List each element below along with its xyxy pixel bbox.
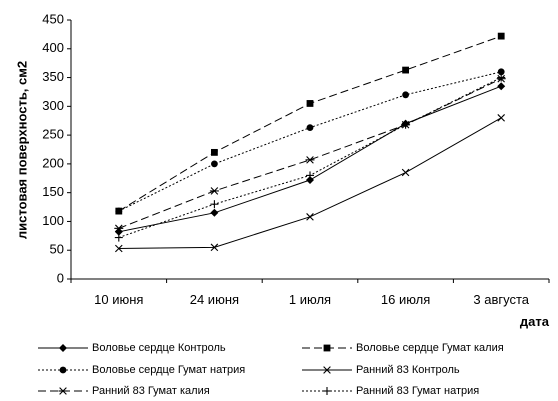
data-point <box>211 160 218 168</box>
marker-circle <box>497 68 505 76</box>
legend: Воловье сердце Контроль Воловье сердце Гу… <box>38 342 504 397</box>
series-3 <box>115 68 505 215</box>
y-tick-label: 450 <box>42 11 64 26</box>
x-tick-label: 24 июня <box>190 292 239 307</box>
legend-marker <box>323 387 331 395</box>
marker-circle <box>402 91 409 99</box>
marker-square <box>323 344 331 352</box>
data-point <box>305 156 315 164</box>
data-point <box>210 200 219 209</box>
data-point <box>497 114 505 122</box>
y-tick-label: 150 <box>42 184 64 199</box>
marker-x-stroke <box>401 168 410 177</box>
y-axis-label: листовая поверхность, см2 <box>14 61 29 239</box>
marker-x-stroke <box>497 114 505 122</box>
marker-circle <box>211 160 218 168</box>
data-point <box>497 32 505 40</box>
x-tick-label: 3 августа <box>473 292 529 307</box>
marker-x-stroke <box>323 366 331 374</box>
legend-item-2: Воловье сердце Гумат калия <box>302 342 504 354</box>
marker-x-stroke <box>115 244 123 253</box>
marker-circle <box>115 207 123 215</box>
marker-circle <box>59 366 67 374</box>
legend-marker <box>58 387 68 395</box>
legend-marker <box>59 366 67 374</box>
legend-marker <box>323 366 331 374</box>
legend-marker <box>323 344 331 352</box>
data-point <box>402 66 409 74</box>
data-point <box>497 73 506 82</box>
y-tick-label: 350 <box>42 69 64 84</box>
series-6 <box>114 73 506 242</box>
data-point <box>306 124 314 132</box>
y-tick-label: 250 <box>42 127 64 142</box>
marker-x-stroke <box>306 213 314 221</box>
data-point <box>306 176 314 185</box>
y-tick-label: 200 <box>42 155 64 170</box>
data-point <box>306 171 314 180</box>
legend-label: Ранний 83 Контроль <box>356 364 460 376</box>
data-point <box>114 224 124 233</box>
y-tick-label: 300 <box>42 98 64 113</box>
x-tick-label: 1 июля <box>289 292 331 307</box>
x-tick-label: 10 июня <box>94 292 143 307</box>
marker-diamond <box>210 208 219 217</box>
data-point <box>210 243 219 252</box>
y-tick-label: 50 <box>50 242 64 257</box>
marker-square <box>497 32 505 40</box>
marker-x-stroke <box>210 243 219 252</box>
marker-square <box>306 100 314 107</box>
data-point <box>306 100 314 107</box>
x-axis-label: дата <box>520 314 550 329</box>
legend-item-6: Ранний 83 Гумат натрия <box>302 385 479 397</box>
legend-label: Ранний 83 Гумат калия <box>92 385 210 397</box>
data-point <box>209 187 219 195</box>
marker-square <box>211 148 218 156</box>
legend-item-5: Ранний 83 Гумат калия <box>38 385 210 397</box>
series-4 <box>115 114 505 253</box>
x-tick-label: 16 июля <box>381 292 430 307</box>
legend-marker <box>59 344 67 352</box>
legend-label: Ранний 83 Гумат натрия <box>356 385 479 397</box>
data-point <box>306 213 314 221</box>
series-1 <box>114 82 506 236</box>
marker-diamond <box>306 176 314 185</box>
legend-item-1: Воловье сердце Контроль <box>38 342 226 354</box>
data-point <box>497 82 506 91</box>
legend-label: Воловье сердце Гумат натрия <box>92 364 245 376</box>
marker-square <box>402 66 409 74</box>
data-point <box>211 148 218 156</box>
data-point <box>115 207 123 215</box>
legend-item-4: Ранний 83 Контроль <box>302 364 460 376</box>
data-point <box>114 233 123 242</box>
data-point <box>401 120 410 129</box>
y-tick-label: 400 <box>42 40 64 55</box>
plot-area: 0 50 100 150 200 250 300 350 400 450 10 июня 24 июн… <box>42 11 550 307</box>
data-point <box>210 208 219 217</box>
y-tick-label: 0 <box>57 270 64 285</box>
legend-item-3: Воловье сердце Гумат натрия <box>38 364 245 376</box>
marker-diamond <box>497 82 506 91</box>
y-tick-label: 100 <box>42 213 64 228</box>
legend-label: Воловье сердце Гумат калия <box>356 342 504 354</box>
legend-label: Воловье сердце Контроль <box>92 342 226 354</box>
data-point <box>402 91 409 99</box>
data-point <box>497 68 505 76</box>
marker-diamond <box>59 344 67 352</box>
marker-circle <box>306 124 314 132</box>
data-point <box>115 244 123 253</box>
data-point <box>401 168 410 177</box>
